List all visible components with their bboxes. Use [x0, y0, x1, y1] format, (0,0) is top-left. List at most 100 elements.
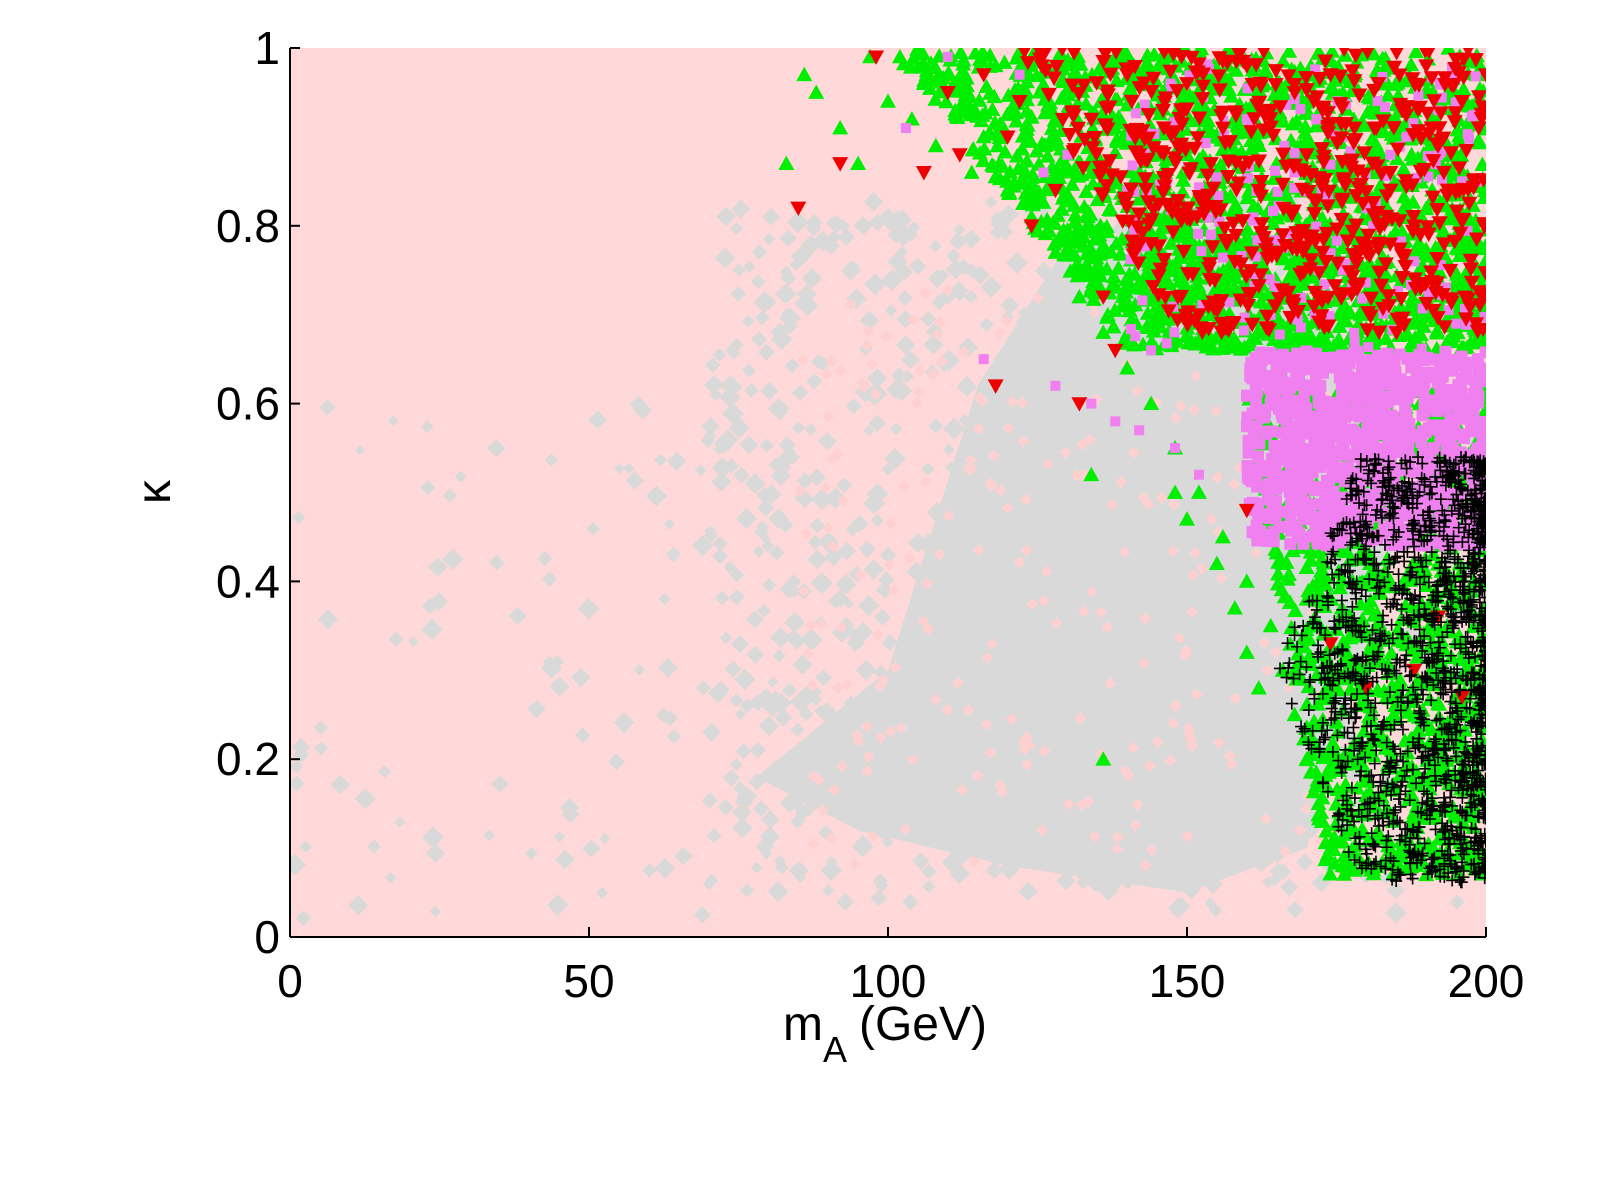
gray-diamond [971, 579, 988, 596]
gray-diamond [577, 597, 600, 620]
pink-diamond [854, 569, 867, 582]
green-triangle [1190, 97, 1207, 112]
gray-diamond [767, 676, 778, 688]
gray-diamond [876, 581, 894, 599]
gray-diamond [1170, 827, 1186, 843]
gray-diamond [1051, 711, 1064, 724]
violet-square [1284, 376, 1297, 389]
gray-diamond [290, 775, 305, 792]
gray-diamond [1223, 698, 1237, 712]
gray-diamond [1057, 772, 1075, 790]
gray-diamond [722, 769, 741, 787]
green-triangle [1112, 246, 1129, 261]
gray-diamond [908, 532, 929, 553]
green-triangle [933, 74, 950, 89]
violet-square [1299, 504, 1312, 517]
gray-diamond [354, 788, 376, 810]
pink-diamond [1293, 824, 1306, 837]
gray-diamond [429, 592, 449, 611]
pink-diamond [931, 328, 944, 341]
gray-diamond [1223, 501, 1237, 515]
green-triangle [955, 52, 972, 67]
green-triangle [1014, 128, 1031, 143]
gray-diamond [701, 417, 720, 436]
violet-square [1289, 428, 1302, 441]
gray-diamond [1229, 629, 1244, 644]
pink-diamond [1300, 802, 1313, 815]
pink-diamond [941, 704, 954, 717]
gray-diamond [1237, 741, 1256, 761]
gray-diamond [1150, 713, 1163, 727]
gray-diamond [1193, 661, 1213, 681]
pink-diamond [1126, 741, 1139, 754]
gray-diamond [804, 423, 818, 436]
gray-diamond [1038, 770, 1056, 789]
green-triangle [1273, 333, 1290, 348]
gray-diamond [291, 510, 306, 525]
green-triangle [1052, 48, 1069, 60]
gray-diamond [946, 248, 961, 264]
gray-diamond [1159, 745, 1173, 759]
gray-diamond [1211, 705, 1227, 721]
gray-diamond [762, 232, 776, 246]
gray-diamond [537, 550, 553, 567]
green-triangle [1041, 222, 1058, 238]
gray-diamond [1129, 830, 1148, 849]
gray-diamond [704, 357, 721, 373]
gray-diamond [1111, 219, 1132, 240]
gray-diamond [822, 237, 840, 255]
gray-diamond [820, 859, 842, 882]
violet-square [1369, 378, 1382, 391]
pink-diamond [1155, 492, 1168, 505]
gray-diamond [862, 781, 883, 802]
violet-square [1305, 414, 1318, 427]
violet-square [1365, 435, 1378, 448]
gray-diamond [895, 246, 909, 259]
green-triangle [1123, 311, 1140, 327]
gray-diamond [1185, 765, 1201, 781]
green-triangle [1395, 161, 1412, 176]
gray-diamond [1189, 357, 1203, 371]
gray-diamond [1106, 870, 1126, 891]
gray-diamond [1223, 616, 1246, 639]
gray-diamond [319, 399, 336, 416]
pink-diamond [884, 517, 897, 530]
green-triangle [1226, 279, 1243, 295]
green-triangle [1428, 325, 1445, 340]
gray-diamond [748, 773, 766, 791]
gray-diamond [717, 429, 739, 451]
gray-diamond [926, 502, 948, 524]
pink-diamond [994, 484, 1007, 497]
gray-diamond [837, 228, 856, 246]
gray-diamond [947, 807, 970, 829]
gray-diamond [815, 786, 829, 800]
violet-square [1465, 417, 1478, 430]
green-triangle [1435, 223, 1452, 238]
gray-diamond [812, 230, 834, 252]
green-triangle [984, 101, 1001, 116]
pink-diamond [1026, 597, 1039, 610]
pink-diamond [1173, 632, 1186, 645]
gray-diamond [927, 605, 946, 624]
gray-diamond [714, 247, 736, 269]
gray-diamond [1140, 514, 1158, 532]
gray-diamond [1269, 862, 1287, 880]
pink-diamond [964, 454, 977, 467]
gray-diamond [729, 567, 745, 583]
gray-diamond [1143, 433, 1160, 451]
gray-diamond [780, 270, 797, 286]
gray-diamond [546, 894, 569, 916]
gray-diamond [754, 524, 770, 540]
gray-diamond [948, 586, 963, 601]
gray-diamond [442, 488, 457, 503]
gray-diamond [753, 800, 770, 817]
gray-diamond [1224, 390, 1240, 407]
gray-diamond [1183, 622, 1206, 645]
gray-diamond [764, 767, 786, 788]
gray-diamond [743, 383, 759, 398]
gray-diamond [730, 758, 743, 771]
green-triangle [1360, 88, 1377, 104]
violet-square [1292, 488, 1305, 501]
gray-diamond [886, 705, 900, 719]
green-triangle [1297, 134, 1314, 149]
